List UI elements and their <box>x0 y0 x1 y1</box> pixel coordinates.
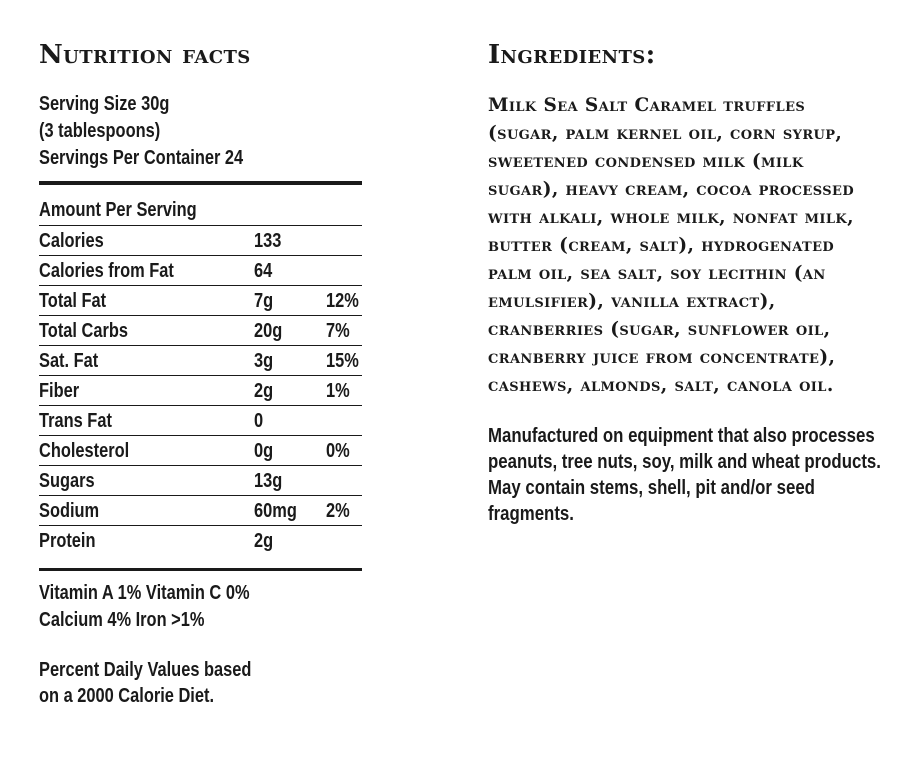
nutrient-amount: 0 <box>254 410 264 432</box>
nutrient-daily-percent: 12% <box>326 290 359 312</box>
nutrient-amount: 60mg <box>254 500 297 522</box>
minerals-line: Calcium 4% Iron >1% <box>39 609 205 631</box>
ingredients-list: Milk Sea Salt Caramel truffles (sugar, p… <box>488 95 855 396</box>
nutrient-row: Cholesterol 0g 0% <box>39 435 362 465</box>
nutrient-amount: 2g <box>254 530 274 552</box>
nutrient-name: Total Fat <box>39 290 107 312</box>
nutrient-amount: 2g <box>254 380 274 402</box>
daily-values-footnote: Percent Daily Values based <box>39 659 252 681</box>
nutrient-name: Trans Fat <box>39 410 112 432</box>
nutrient-daily-percent: 1% <box>326 380 350 402</box>
thick-divider <box>39 181 362 185</box>
nutrient-amount: 13g <box>254 470 283 492</box>
daily-values-footnote-2: on a 2000 Calorie Diet. <box>39 685 215 707</box>
nutrient-amount: 20g <box>254 320 283 342</box>
nutrient-row: Total Carbs 20g 7% <box>39 315 362 345</box>
nutrient-daily-percent: 15% <box>326 350 359 372</box>
nutrient-daily-percent: 7% <box>326 320 350 342</box>
allergen-note: Manufactured on equipment that also proc… <box>488 424 881 525</box>
nutrient-amount: 7g <box>254 290 274 312</box>
nutrient-amount: 133 <box>254 230 282 252</box>
nutrient-row: Protein 2g <box>39 525 362 555</box>
nutrient-amount: 0g <box>254 440 274 462</box>
nutrient-row: Fiber 2g 1% <box>39 375 362 405</box>
nutrient-name: Sodium <box>39 500 100 522</box>
nutrient-daily-percent: 2% <box>326 500 350 522</box>
nutrient-amount: 3g <box>254 350 274 372</box>
nutrient-table: Calories 133 Calories from Fat 64 Total Fat 7… <box>39 225 362 555</box>
nutrition-facts-title: Nutrition facts <box>39 40 251 70</box>
nutrient-row: Sat. Fat 3g 15% <box>39 345 362 375</box>
ingredients-title: Ingredients: <box>488 40 656 70</box>
serving-size: Serving Size 30g <box>39 93 170 115</box>
nutrient-name: Sugars <box>39 470 95 492</box>
nutrient-name: Total Carbs <box>39 320 129 342</box>
nutrient-row: Sugars 13g <box>39 465 362 495</box>
vitamins-line: Vitamin A 1% Vitamin C 0% <box>39 582 250 604</box>
nutrient-name: Protein <box>39 530 96 552</box>
servings-per-container: Servings Per Container 24 <box>39 147 244 169</box>
nutrient-name: Calories from Fat <box>39 260 174 282</box>
nutrient-name: Fiber <box>39 380 80 402</box>
nutrient-row: Calories from Fat 64 <box>39 255 362 285</box>
nutrient-name: Calories <box>39 230 104 252</box>
nutrient-row: Calories 133 <box>39 225 362 255</box>
nutrient-row: Total Fat 7g 12% <box>39 285 362 315</box>
nutrient-name: Sat. Fat <box>39 350 99 372</box>
nutrient-row: Trans Fat 0 <box>39 405 362 435</box>
nutrient-daily-percent: 0% <box>326 440 350 462</box>
amount-per-serving-header: Amount Per Serving <box>39 199 197 221</box>
nutrient-name: Cholesterol <box>39 440 130 462</box>
nutrient-row: Sodium 60mg 2% <box>39 495 362 525</box>
serving-size-volume: (3 tablespoons) <box>39 120 161 142</box>
nutrient-amount: 64 <box>254 260 273 282</box>
thick-divider <box>39 568 362 571</box>
